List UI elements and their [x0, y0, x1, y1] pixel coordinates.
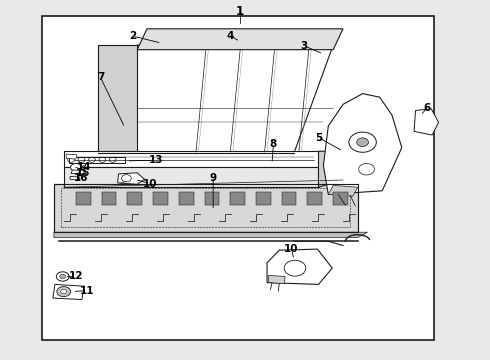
Polygon shape — [66, 154, 77, 159]
Polygon shape — [64, 151, 318, 167]
Text: 11: 11 — [80, 285, 95, 296]
Text: 7: 7 — [97, 72, 104, 82]
Circle shape — [61, 289, 67, 294]
Circle shape — [71, 163, 81, 171]
Circle shape — [57, 287, 71, 297]
Text: 10: 10 — [284, 244, 299, 254]
Circle shape — [56, 272, 69, 281]
Polygon shape — [69, 157, 125, 163]
Polygon shape — [118, 173, 145, 184]
Polygon shape — [71, 170, 86, 174]
Bar — [230, 192, 245, 205]
Bar — [205, 192, 220, 205]
Text: 12: 12 — [69, 271, 83, 282]
Polygon shape — [64, 167, 318, 187]
Circle shape — [60, 274, 66, 279]
Polygon shape — [98, 45, 137, 153]
Bar — [256, 192, 271, 205]
Circle shape — [357, 138, 368, 147]
Polygon shape — [70, 176, 80, 180]
Text: 6: 6 — [424, 103, 431, 113]
Polygon shape — [414, 109, 439, 135]
Polygon shape — [137, 29, 343, 50]
Polygon shape — [54, 184, 358, 232]
Polygon shape — [318, 151, 343, 187]
Bar — [333, 192, 348, 205]
Bar — [282, 192, 296, 205]
Text: 3: 3 — [300, 41, 307, 51]
Bar — [179, 192, 194, 205]
Polygon shape — [267, 249, 332, 284]
Text: 1: 1 — [236, 5, 244, 18]
Text: 13: 13 — [148, 155, 163, 165]
Text: 4: 4 — [226, 31, 234, 41]
Polygon shape — [328, 185, 358, 196]
Bar — [76, 192, 91, 205]
Bar — [127, 192, 142, 205]
Polygon shape — [269, 275, 285, 284]
Polygon shape — [42, 16, 434, 340]
Text: 14: 14 — [77, 162, 92, 172]
Text: 16: 16 — [74, 173, 89, 183]
Text: 8: 8 — [270, 139, 277, 149]
Polygon shape — [53, 284, 84, 300]
Text: 2: 2 — [129, 31, 136, 41]
Bar — [102, 192, 117, 205]
Text: 10: 10 — [143, 179, 157, 189]
Bar — [308, 192, 322, 205]
Text: 9: 9 — [210, 173, 217, 183]
Polygon shape — [98, 45, 333, 153]
Text: 5: 5 — [315, 132, 322, 143]
Text: 15: 15 — [76, 168, 91, 178]
Bar — [153, 192, 168, 205]
Polygon shape — [54, 232, 368, 238]
Polygon shape — [323, 94, 402, 194]
